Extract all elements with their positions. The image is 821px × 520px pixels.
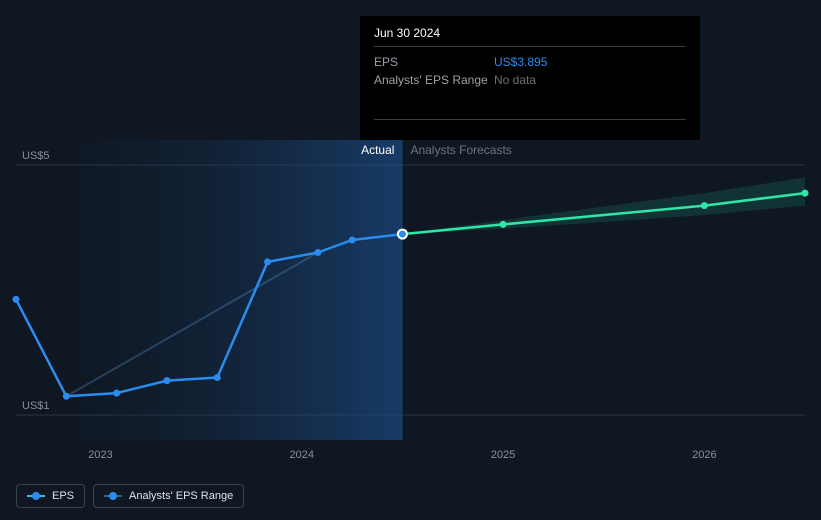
eps-forecast-chart: US$1 US$5 Actual Analysts Forecasts 2023 2024… <box>0 0 821 520</box>
legend-swatch <box>27 492 45 500</box>
legend-swatch <box>104 492 122 500</box>
eps-point[interactable] <box>113 390 120 397</box>
forecast-point[interactable] <box>802 190 809 197</box>
tooltip-row: Analysts' EPS RangeNo data <box>374 71 686 89</box>
x-axis-label: 2026 <box>692 449 716 461</box>
eps-point[interactable] <box>63 393 70 400</box>
chart-tooltip: Jun 30 2024 EPSUS$3.895Analysts' EPS Rang… <box>360 16 700 140</box>
section-label-actual: Actual <box>361 143 394 157</box>
y-axis-label: US$1 <box>22 400 50 412</box>
tooltip-row-value: No data <box>494 71 536 89</box>
x-axis-label: 2024 <box>290 449 314 461</box>
tooltip-row-value: US$3.895 <box>494 53 547 71</box>
forecast-point[interactable] <box>701 202 708 209</box>
tooltip-date: Jun 30 2024 <box>374 26 686 40</box>
eps-point[interactable] <box>264 258 271 265</box>
tooltip-row: EPSUS$3.895 <box>374 53 686 71</box>
tooltip-divider <box>374 46 686 47</box>
eps-point[interactable] <box>163 377 170 384</box>
x-axis-label: 2023 <box>88 449 112 461</box>
tooltip-divider <box>374 119 686 120</box>
forecast-point[interactable] <box>500 221 507 228</box>
legend-label: Analysts' EPS Range <box>129 490 233 502</box>
eps-point[interactable] <box>314 249 321 256</box>
legend-item[interactable]: Analysts' EPS Range <box>93 484 244 508</box>
tooltip-row-label: Analysts' EPS Range <box>374 71 494 89</box>
hover-marker <box>398 230 407 239</box>
x-axis-label: 2025 <box>491 449 515 461</box>
tooltip-row-label: EPS <box>374 53 494 71</box>
y-axis-label: US$5 <box>22 150 50 162</box>
eps-point[interactable] <box>13 296 20 303</box>
section-label-forecast: Analysts Forecasts <box>410 143 511 157</box>
eps-point[interactable] <box>214 374 221 381</box>
eps-point[interactable] <box>349 237 356 244</box>
legend-label: EPS <box>52 490 74 502</box>
chart-legend: EPS Analysts' EPS Range <box>16 484 244 508</box>
legend-item[interactable]: EPS <box>16 484 85 508</box>
